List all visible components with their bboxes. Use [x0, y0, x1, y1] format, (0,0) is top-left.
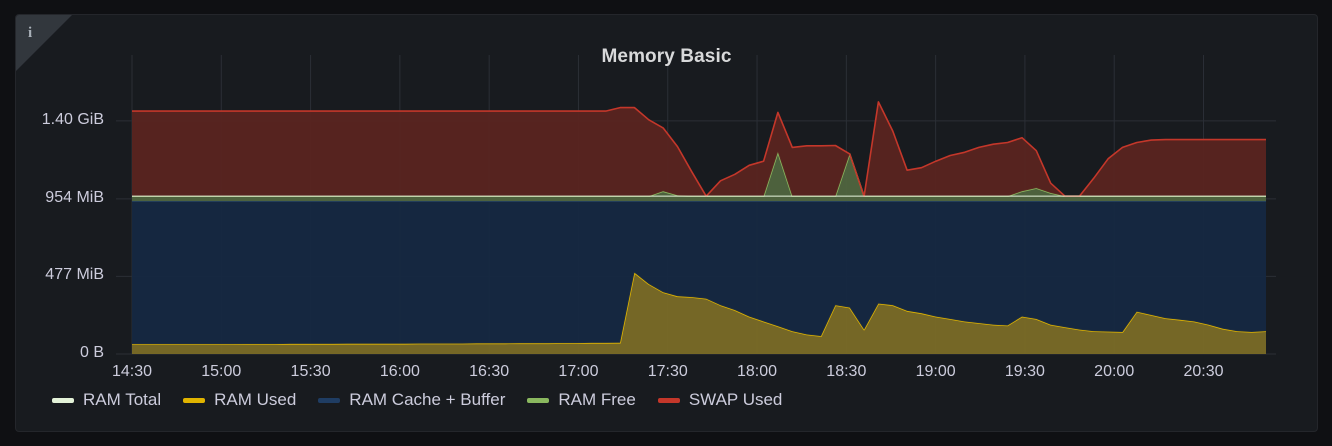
legend-color-swatch: [527, 397, 550, 403]
panel-corner-badge: [16, 15, 72, 71]
x-axis-tick-label: 15:00: [201, 363, 242, 380]
legend-ram-total[interactable]: RAM Total: [52, 390, 161, 410]
legend-item-label: SWAP Used: [688, 390, 783, 409]
x-axis-tick-label: 17:30: [647, 363, 688, 380]
memory-timeseries-chart[interactable]: [16, 15, 1318, 393]
chart-legend[interactable]: RAM Total RAM Used RAM Cache + Buffer RAM F…: [16, 390, 1317, 410]
x-axis-tick-label: 17:00: [558, 363, 599, 380]
x-axis-tick-label: 18:00: [737, 363, 778, 380]
legend-item-label: RAM Free: [558, 390, 636, 409]
panel-title: Memory Basic: [601, 46, 732, 67]
x-axis-tick-label: 19:00: [915, 363, 956, 380]
y-axis-tick-label: 954 MiB: [45, 188, 104, 206]
legend-color-swatch: [52, 397, 74, 403]
legend-color-swatch: [183, 397, 206, 403]
legend-swap-used[interactable]: SWAP Used: [657, 390, 783, 410]
legend-ram-cache-buffer[interactable]: RAM Cache + Buffer: [318, 390, 505, 410]
plot-area[interactable]: 1.40 GiB 954 MiB 477 MiB 0 B 14:30 15:00 15:3…: [16, 15, 1318, 431]
legend-color-swatch: [657, 397, 680, 403]
legend-ram-used[interactable]: RAM Used: [183, 390, 296, 410]
legend-color-swatch: [318, 397, 341, 403]
y-axis-tick-label: 477 MiB: [45, 266, 104, 284]
info-icon[interactable]: i: [28, 25, 33, 41]
x-axis-tick-label: 20:00: [1094, 363, 1135, 380]
memory-basic-panel[interactable]: i Memory Basic 1.40 GiB 954 MiB 477 MiB 0 B…: [15, 14, 1318, 432]
legend-ram-free[interactable]: RAM Free: [527, 390, 636, 410]
legend-item-label: RAM Total: [83, 390, 162, 409]
x-axis-tick-label: 16:00: [379, 363, 420, 380]
x-axis-tick-label: 14:30: [111, 363, 153, 380]
x-axis-tick-label: 19:30: [1004, 363, 1045, 380]
legend-item-label: RAM Cache + Buffer: [349, 390, 506, 409]
legend-item-label: RAM Used: [214, 390, 297, 409]
y-axis-tick-label: 0 B: [79, 344, 104, 361]
y-axis-tick-label: 1.40 GiB: [41, 110, 104, 128]
x-axis-tick-label: 16:30: [469, 363, 510, 380]
x-axis-tick-label: 20:30: [1183, 363, 1224, 380]
x-axis-tick-label: 15:30: [290, 363, 331, 380]
x-axis-tick-label: 18:30: [826, 363, 867, 380]
